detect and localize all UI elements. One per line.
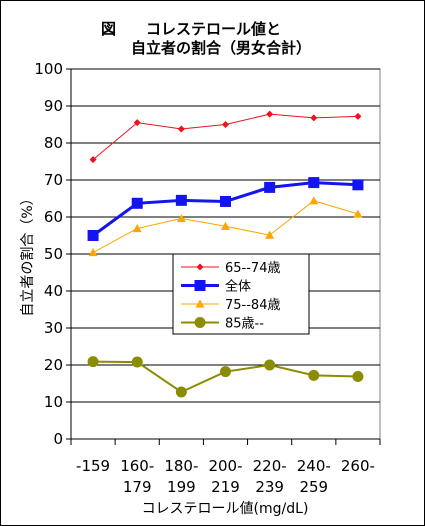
data-point (176, 213, 186, 223)
y-tick-label: 60 (44, 208, 63, 226)
y-axis-label: 自立者の割合（%） (19, 191, 36, 316)
y-tick-label: 90 (44, 97, 63, 115)
series-group (88, 196, 363, 257)
series-layer (87, 110, 364, 398)
legend-label: 65--74歳 (225, 261, 280, 276)
data-point (133, 119, 141, 127)
data-point (354, 112, 362, 120)
legend-label: 全体 (225, 279, 251, 295)
x-tick-label: 199 (167, 478, 196, 496)
chart-title-line1: 図 コレステロール値と (101, 20, 281, 38)
y-tick-label: 40 (44, 282, 63, 300)
data-point (131, 356, 143, 368)
data-point (264, 181, 276, 193)
legend-marker (194, 280, 206, 291)
data-point (175, 386, 187, 398)
legend-marker (196, 263, 204, 271)
data-point (265, 230, 275, 239)
data-point (89, 156, 97, 164)
y-tick-label: 10 (44, 393, 63, 411)
legend-label: 75--84歳 (225, 298, 280, 313)
y-tick-label: 20 (44, 356, 63, 374)
x-tick-label: 220- (253, 457, 287, 475)
y-tick-label: 50 (44, 245, 63, 263)
data-point (264, 359, 276, 371)
y-tick-label: 100 (34, 60, 63, 78)
data-point (308, 177, 320, 189)
data-point (131, 197, 143, 209)
legend-marker (194, 317, 206, 328)
series-group (87, 356, 364, 398)
data-point (88, 248, 98, 257)
series-group (87, 177, 364, 241)
y-tick-label: 0 (53, 430, 63, 448)
data-point (222, 121, 229, 128)
data-point (175, 194, 187, 206)
data-point (220, 366, 231, 378)
series-group (89, 110, 362, 164)
data-point (352, 370, 364, 382)
chart-title-line2: 自立者の割合（男女合計） (131, 39, 311, 57)
x-tick-label: 260- (341, 457, 375, 475)
data-point (87, 230, 99, 241)
x-tick-label: 160- (120, 457, 154, 475)
x-tick-label: 259 (299, 478, 328, 496)
x-tick-label: 240- (297, 457, 331, 475)
x-tick-label: 219 (211, 478, 240, 496)
legend-marker (195, 299, 205, 308)
axis-layer: 0 10 20 30 40 50 60 70 80 90 100 -159 160- 179 180- 199… (34, 60, 381, 496)
data-point (87, 356, 99, 368)
x-tick-label: 180- (164, 457, 198, 475)
x-axis-label: コレステロール値(mg/dL) (142, 501, 309, 517)
data-point (310, 114, 318, 122)
y-tick-label: 80 (44, 134, 63, 152)
data-point (353, 209, 363, 218)
x-tick-label: -159 (76, 457, 110, 475)
x-tick-label: 200- (208, 457, 242, 475)
x-tick-label: 179 (123, 478, 152, 496)
x-tick-label: 239 (255, 478, 284, 496)
data-point (352, 179, 364, 191)
legend-label: 85歳-- (225, 317, 264, 332)
data-point (221, 221, 230, 230)
data-point (177, 125, 185, 133)
data-point (132, 223, 142, 233)
data-point (309, 196, 319, 205)
data-point (308, 369, 320, 381)
grid-layer (70, 68, 381, 440)
y-tick-label: 30 (44, 319, 63, 337)
y-tick-label: 70 (44, 171, 63, 189)
data-point (266, 110, 274, 118)
data-point (220, 195, 231, 207)
